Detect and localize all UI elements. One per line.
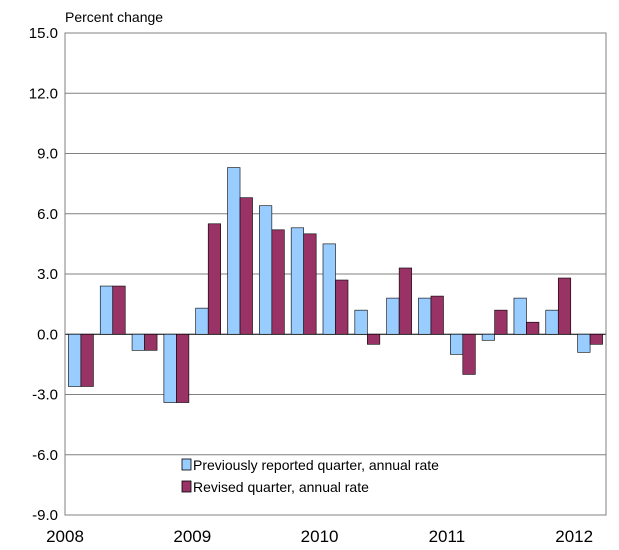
bar-revised <box>526 321 540 335</box>
legend-label-previously-reported: Previously reported quarter, annual rate <box>193 457 439 473</box>
bar-revised <box>112 285 126 335</box>
bar-revised <box>462 333 476 375</box>
bar-revised <box>335 279 349 335</box>
bar-revised <box>557 277 572 335</box>
y-tick-label: -9.0 <box>32 507 58 524</box>
bar-previously-reported <box>259 205 273 335</box>
bar-revised <box>398 267 412 335</box>
bar-revised <box>271 229 285 335</box>
y-tick-label: 12.0 <box>29 85 58 102</box>
bar-revised <box>239 197 253 335</box>
y-tick-label: 9.0 <box>37 146 58 163</box>
bar-previously-reported <box>577 333 591 353</box>
bar-previously-reported <box>131 333 145 351</box>
bar-previously-reported <box>163 333 177 403</box>
bar-revised <box>144 333 158 351</box>
y-tick-label: -3.0 <box>32 387 58 404</box>
y-tick-label: 0.0 <box>37 326 58 343</box>
bar-previously-reported <box>513 297 527 335</box>
legend: Previously reported quarter, annual rate… <box>181 457 439 495</box>
bar-revised <box>207 223 222 335</box>
legend-label-revised: Revised quarter, annual rate <box>193 479 369 495</box>
x-tick-label: 2008 <box>46 527 84 546</box>
bar-revised <box>589 333 603 345</box>
bar-previously-reported <box>322 243 336 335</box>
y-tick-label: 3.0 <box>37 266 58 283</box>
bar-revised <box>80 333 94 387</box>
bar-previously-reported <box>386 297 400 335</box>
y-axis-label: Percent change <box>65 9 163 25</box>
bar-previously-reported <box>418 297 432 335</box>
legend-swatch-revised <box>181 480 192 493</box>
bar-previously-reported <box>354 309 368 335</box>
x-tick-label: 2012 <box>555 527 593 546</box>
x-tick-label: 2011 <box>429 527 466 546</box>
y-axis-tick-labels: 15.0 12.0 9.0 6.0 3.0 0.0 -3.0 -6.0 -9.0 <box>29 25 58 524</box>
bar-previously-reported <box>68 333 82 387</box>
bar-revised <box>494 309 508 335</box>
bar-previously-reported <box>227 167 241 335</box>
bar-revised <box>303 233 317 335</box>
bar-revised <box>176 333 190 403</box>
bar-previously-reported <box>545 309 559 335</box>
bars <box>68 167 603 403</box>
bar-previously-reported <box>449 333 464 355</box>
bar-revised <box>430 295 444 335</box>
y-tick-label: 6.0 <box>37 206 58 223</box>
x-tick-label: 2010 <box>301 527 339 546</box>
x-axis-tick-labels: 2008 2009 2010 2011 2012 <box>46 527 593 546</box>
y-tick-label: 15.0 <box>29 25 58 42</box>
bar-previously-reported <box>290 227 304 335</box>
bar-previously-reported <box>481 333 495 341</box>
plot-area-frame <box>64 32 607 516</box>
bar-previously-reported <box>99 285 114 335</box>
legend-swatch-previously-reported <box>181 458 192 471</box>
bar-revised <box>367 333 381 345</box>
bar-previously-reported <box>195 307 209 335</box>
x-tick-label: 2009 <box>173 527 211 546</box>
y-tick-label: -6.0 <box>32 447 58 464</box>
